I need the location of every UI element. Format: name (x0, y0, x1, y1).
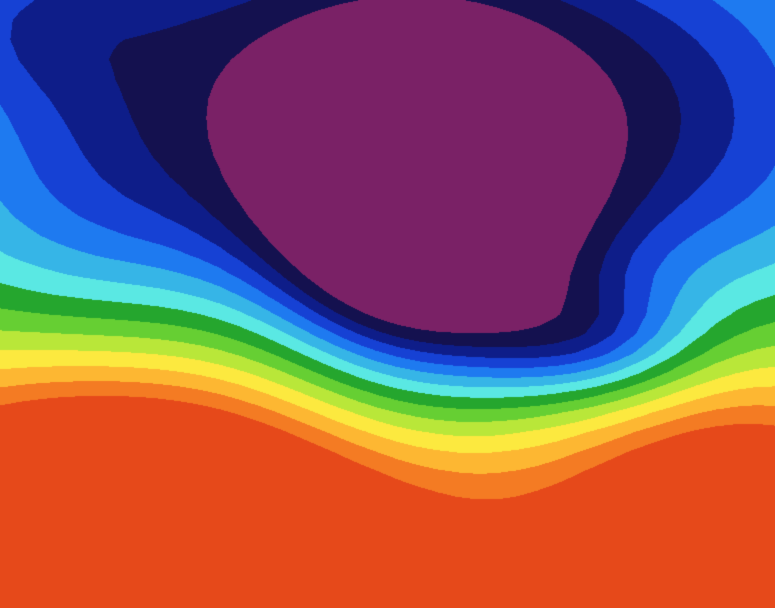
contour-plot-canvas (0, 0, 775, 608)
